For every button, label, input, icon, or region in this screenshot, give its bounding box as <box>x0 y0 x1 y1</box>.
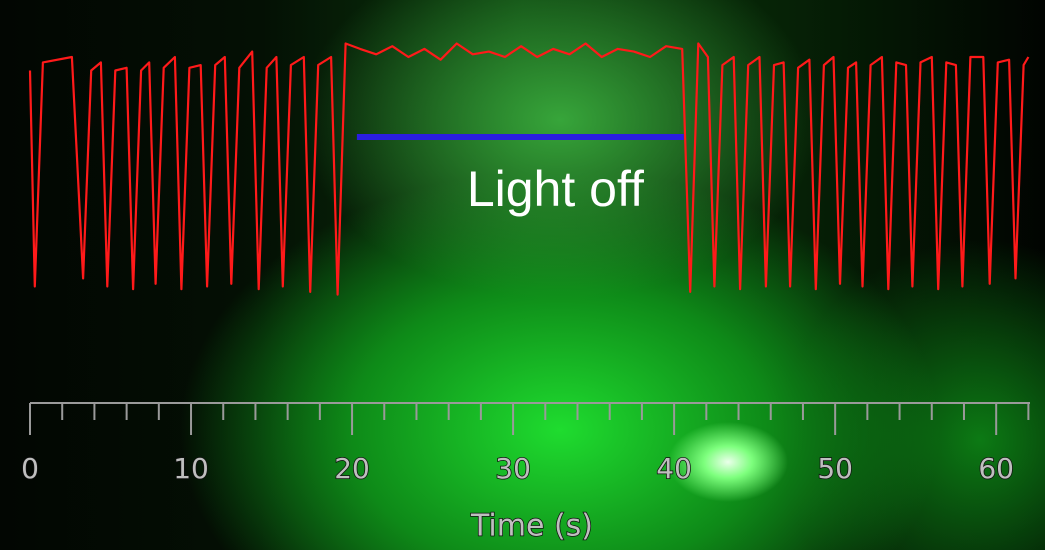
x-tick-label: 40 <box>656 452 692 485</box>
x-tick-label: 30 <box>495 452 531 485</box>
x-axis-title: Time (s) <box>470 509 593 544</box>
x-tick-label: 10 <box>173 452 209 485</box>
chart: Time (s) 0 10 20 30 40 50 60 Light off <box>0 0 1045 550</box>
x-tick-label: 0 <box>21 452 39 485</box>
x-tick-label: 20 <box>334 452 370 485</box>
x-tick-label: 60 <box>978 452 1014 485</box>
annotation-label: Light off <box>467 161 644 217</box>
x-tick-label: 50 <box>817 452 853 485</box>
